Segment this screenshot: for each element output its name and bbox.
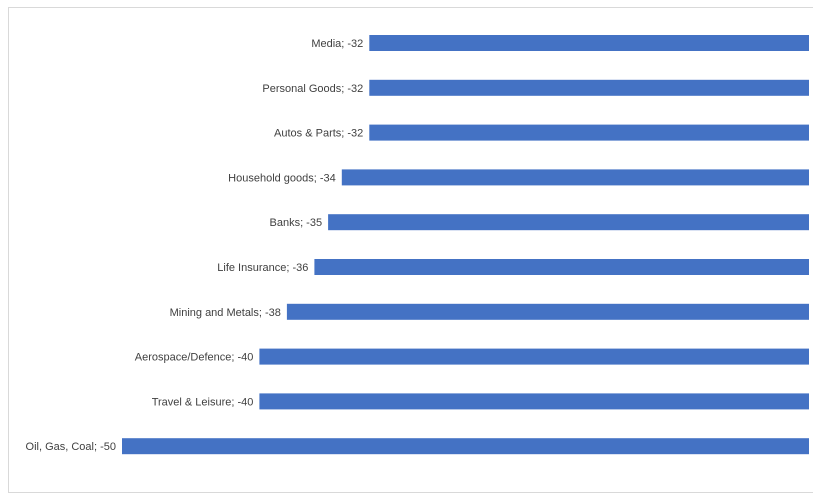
bar <box>328 214 809 231</box>
labels-group: Media; -32 Personal Goods; -32 Autos & Par… <box>26 38 364 453</box>
bar <box>286 303 809 320</box>
bar <box>369 79 809 96</box>
bar <box>259 393 809 410</box>
bar-data-label: Travel & Leisure; -40 <box>152 396 254 408</box>
bar-data-label: Mining and Metals; -38 <box>170 307 281 319</box>
bar-data-label: Aerospace/Defence; -40 <box>135 352 254 364</box>
bar-data-label: Household goods; -34 <box>228 172 336 184</box>
bar <box>369 124 809 141</box>
bar-data-label: Media; -32 <box>311 38 363 50</box>
bar <box>369 35 809 51</box>
bar <box>259 348 809 365</box>
bar-data-label: Autos & Parts; -32 <box>274 128 363 140</box>
bar <box>122 438 809 455</box>
bar <box>314 259 809 275</box>
bars-group <box>122 35 809 455</box>
bar-data-label: Personal Goods; -32 <box>262 83 363 95</box>
bar-data-label: Oil, Gas, Coal; -50 <box>26 441 116 453</box>
bar <box>341 169 809 186</box>
bar-data-label: Life Insurance; -36 <box>217 262 308 274</box>
bar-data-label: Banks; -35 <box>270 217 323 229</box>
